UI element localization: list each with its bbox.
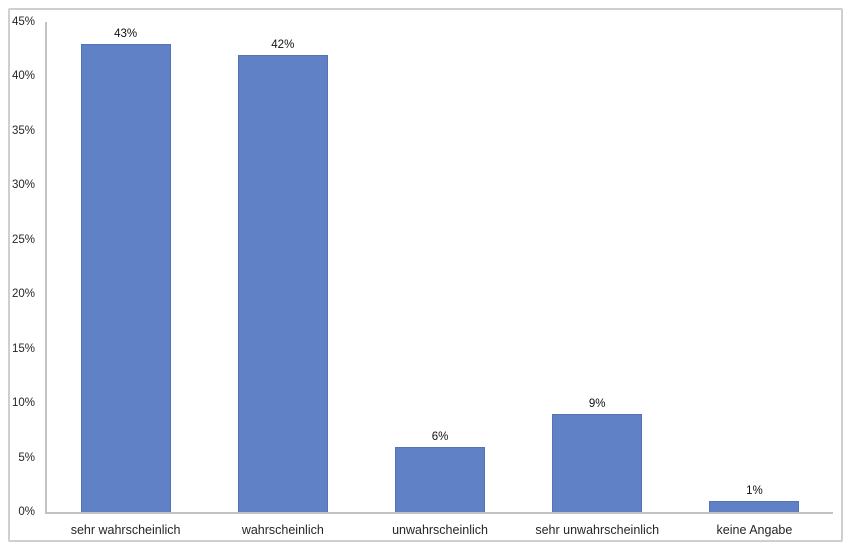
bar-value-label: 42% (271, 38, 295, 51)
y-tick-label: 35% (11, 124, 35, 137)
y-axis-tick-labels: 45% 40% 35% 30% 25% 20% 15% 10% 5% 0% (10, 15, 35, 519)
bar: 42% (237, 39, 328, 512)
y-axis-line (45, 22, 47, 512)
bar: 9% (552, 398, 643, 512)
bar-slot: 43% (47, 22, 204, 512)
y-tick-label: 45% (11, 16, 35, 28)
category-label: unwahrscheinlich (392, 523, 488, 537)
bar-value-label: 43% (114, 27, 138, 40)
y-tick-label: 30% (11, 179, 35, 192)
bar-slot: 1% (676, 22, 833, 512)
y-tick-label: 10% (11, 397, 35, 410)
bar: 43% (80, 28, 171, 512)
bar-value-label: 6% (431, 430, 449, 443)
plot-area: 45% 40% 35% 30% 25% 20% 15% 10% 5% 0% 43% 42% 6% 9% 1… (12, 16, 833, 537)
y-tick-label: 25% (11, 233, 35, 246)
bar-slot: 6% (361, 22, 518, 512)
x-axis-line (45, 512, 833, 514)
category-label: wahrscheinlich (241, 523, 324, 537)
bar-value-label: 9% (588, 398, 606, 410)
y-tick-label: 40% (11, 70, 35, 83)
bar-slot: 9% (519, 22, 676, 512)
bar: 6% (395, 431, 485, 512)
category-label: keine Angabe (716, 523, 793, 537)
category-label: sehr unwahrscheinlich (535, 523, 660, 537)
category-labels: sehr wahrscheinlich wahrscheinlich unwahrs… (47, 523, 833, 537)
bar: 1% (709, 485, 800, 512)
bar-slot: 42% (204, 22, 361, 512)
bar-value-label: 1% (746, 485, 763, 498)
chart-frame: 45% 40% 35% 30% 25% 20% 15% 10% 5% 0% 43% 42% 6% 9% 1… (8, 8, 843, 542)
y-tick-label: 0% (18, 505, 35, 518)
y-tick-label: 5% (18, 451, 35, 464)
y-tick-label: 20% (11, 288, 35, 301)
y-tick-label: 15% (11, 342, 35, 355)
category-label: sehr wahrscheinlich (70, 523, 181, 537)
bars-area: 43% 42% 6% 9% 1% (47, 22, 833, 512)
